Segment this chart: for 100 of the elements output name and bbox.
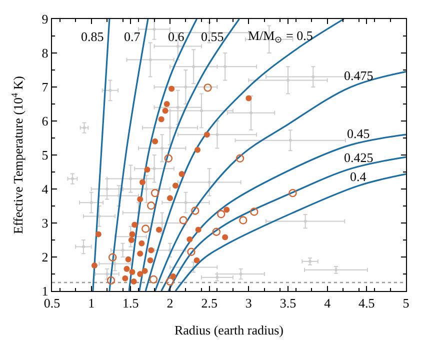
point [152, 28, 156, 31]
point [91, 262, 98, 268]
point [122, 275, 128, 282]
point [216, 276, 219, 279]
point [132, 222, 138, 228]
point [194, 257, 200, 264]
point [239, 216, 248, 224]
y-tick-label: 4 [42, 182, 49, 197]
point [191, 206, 200, 215]
series-label: 0.6 [168, 29, 185, 44]
point [164, 154, 173, 162]
point [168, 86, 175, 92]
point [286, 78, 290, 82]
point [152, 138, 158, 144]
point [148, 58, 152, 62]
point [246, 95, 252, 102]
x-axis-title: Radius (earth radius) [174, 322, 284, 338]
x-tick-label: 1.5 [122, 296, 139, 311]
point [82, 126, 86, 130]
line-series [144, 19, 345, 291]
point [129, 268, 136, 275]
point [168, 126, 172, 130]
point [208, 180, 211, 184]
point [137, 250, 144, 257]
point [250, 208, 258, 216]
point [194, 146, 201, 153]
point [82, 245, 85, 248]
point [108, 88, 112, 92]
point [142, 224, 150, 233]
point [158, 116, 164, 122]
point [179, 216, 188, 224]
point [160, 146, 164, 150]
x-tick-label: 3 [245, 296, 252, 311]
point [124, 266, 130, 272]
y-tick-label: 3 [42, 216, 48, 231]
line-series [174, 173, 406, 291]
point [125, 256, 132, 262]
point [152, 167, 156, 170]
point [212, 228, 221, 236]
y-tick-label: 5 [42, 148, 48, 163]
series-label: 0.425 [344, 150, 374, 165]
series-label: 0.7 [124, 29, 141, 44]
series-label: 0.55 [201, 29, 224, 44]
point [178, 171, 185, 178]
point [108, 253, 117, 262]
point [200, 109, 203, 112]
point [195, 226, 202, 233]
point [130, 278, 137, 284]
point [150, 188, 160, 198]
point [149, 275, 158, 284]
x-tick-label: 3.5 [280, 296, 296, 311]
point [166, 277, 174, 286]
point [139, 179, 146, 186]
point [144, 166, 150, 173]
series-label: 0.85 [81, 29, 104, 44]
point [128, 237, 134, 243]
x-tick-label: 1 [88, 296, 95, 311]
series-label: 0.4 [350, 169, 367, 184]
series-label: 0.475 [344, 68, 374, 83]
point [138, 240, 145, 246]
point [148, 247, 154, 254]
point [162, 108, 168, 114]
point [204, 84, 212, 92]
point [172, 182, 179, 189]
y-tick-label: 9 [42, 12, 48, 27]
x-tick-label: 4 [324, 296, 332, 311]
point [222, 234, 228, 240]
x-tick-label: 2.5 [201, 296, 218, 311]
point [176, 44, 180, 48]
line-series [138, 19, 240, 291]
line-series [154, 70, 406, 291]
point [184, 86, 188, 88]
point [224, 206, 230, 213]
point [147, 202, 156, 210]
point [186, 236, 193, 242]
point [304, 220, 307, 223]
point [204, 132, 210, 138]
point [288, 188, 297, 198]
point [156, 226, 162, 233]
point [236, 154, 244, 162]
point [137, 271, 144, 277]
y-tick-label: 8 [42, 46, 48, 61]
point [121, 248, 124, 252]
point [129, 231, 136, 238]
x-tick-label: 4.5 [358, 296, 375, 311]
point [70, 177, 74, 180]
point [217, 210, 226, 218]
point [129, 177, 132, 180]
x-tick-label: 2 [166, 296, 174, 311]
point [147, 257, 154, 264]
point [164, 101, 170, 107]
point [137, 196, 144, 202]
point [95, 231, 102, 238]
point [142, 268, 148, 274]
x-tick-label: 5 [402, 296, 410, 311]
y-tick-label: 2 [42, 250, 48, 265]
point [106, 276, 116, 285]
y-tick-label: 6 [42, 114, 49, 129]
point [167, 195, 173, 202]
y-tick-label: 7 [42, 80, 49, 95]
